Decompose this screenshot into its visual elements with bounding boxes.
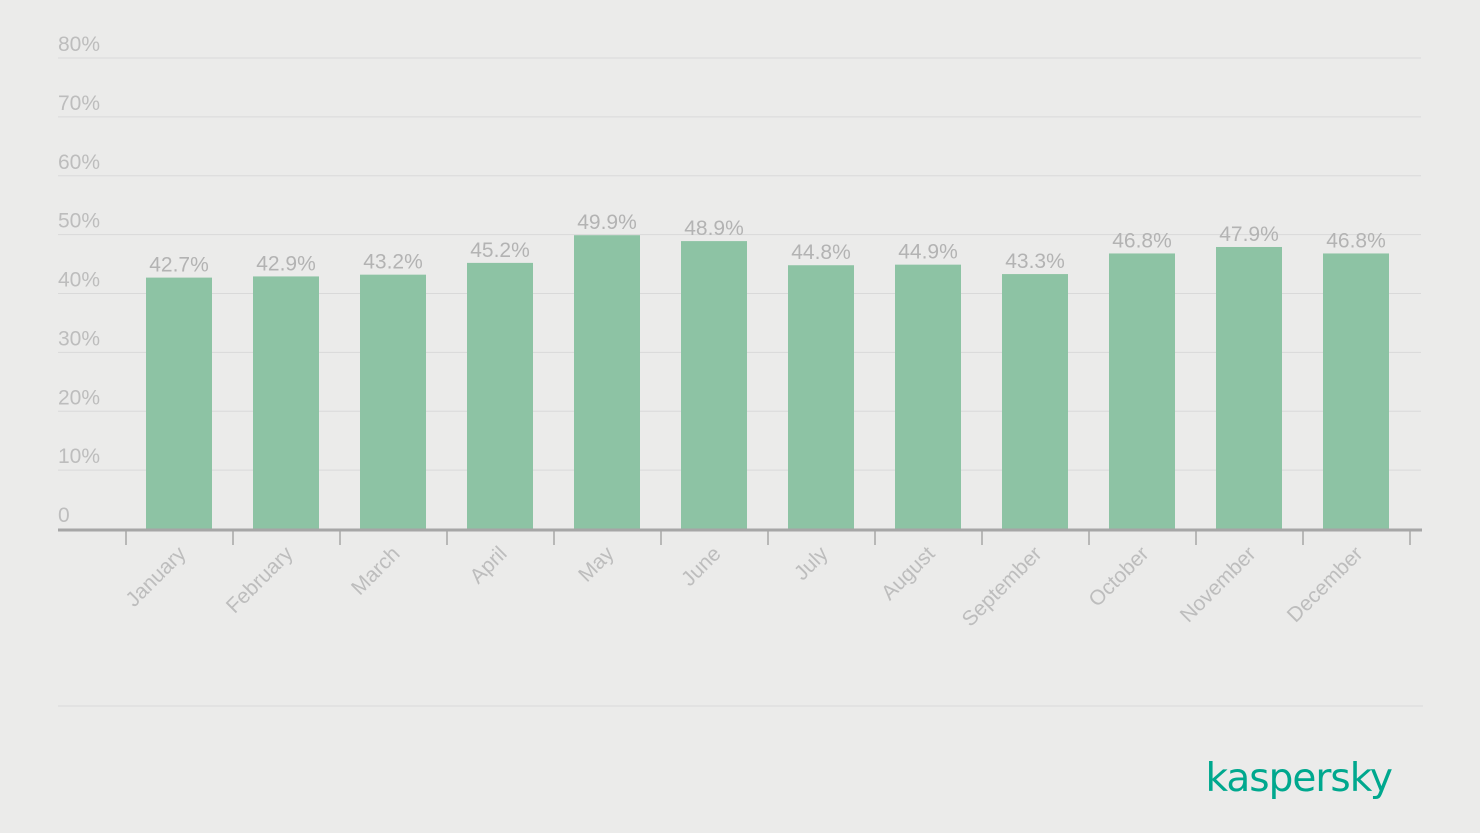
x-axis [58, 528, 1422, 545]
x-tick-label: July [790, 542, 833, 585]
value-label: 47.9% [1219, 223, 1279, 246]
x-axis-tick-labels: January February March April May June July Augu… [121, 542, 1367, 631]
bars [146, 235, 1389, 529]
kaspersky-logo: kaspersky [1205, 756, 1393, 801]
y-tick-label: 60% [58, 151, 100, 174]
x-tick-label: January [121, 542, 190, 611]
y-tick-label: 0 [58, 504, 70, 527]
value-label: 43.3% [1005, 250, 1065, 273]
bar-may [574, 235, 640, 529]
value-label: 46.8% [1326, 229, 1386, 252]
y-tick-label: 70% [58, 92, 100, 115]
bar-october [1109, 253, 1175, 529]
x-tick-label: October [1084, 542, 1153, 611]
x-tick-label: August [877, 542, 940, 605]
x-tick-label: May [574, 542, 619, 587]
x-tick-label: September [958, 542, 1047, 631]
x-tick-label: November [1176, 542, 1261, 627]
bar-april [467, 262, 533, 529]
x-tick-label: March [347, 542, 405, 600]
x-tick-label: December [1283, 542, 1368, 627]
value-label: 45.2% [470, 239, 530, 262]
bar-january [146, 277, 212, 529]
bar-june [681, 241, 747, 529]
bar-july [788, 265, 854, 529]
y-tick-label: 10% [58, 445, 100, 468]
x-tick-label: June [677, 542, 725, 590]
value-label: 42.7% [149, 254, 209, 277]
bar-september [1002, 274, 1068, 529]
bar-december [1323, 253, 1389, 529]
y-axis-tick-labels: 0 10% 20% 30% 40% 50% 60% 70% 80% [58, 33, 100, 527]
value-label: 49.9% [577, 211, 637, 234]
value-labels: 42.7% 42.9% 43.2% 45.2% 49.9% 48.9% 44.8% 44.9%… [149, 211, 1386, 276]
bar-march [360, 274, 426, 529]
y-tick-label: 30% [58, 327, 100, 350]
y-tick-label: 50% [58, 210, 100, 233]
value-label: 48.9% [684, 217, 744, 240]
x-tick-label: April [466, 542, 512, 588]
y-tick-label: 40% [58, 269, 100, 292]
value-label: 44.8% [791, 241, 851, 264]
bar-august [895, 264, 961, 529]
value-label: 43.2% [363, 251, 423, 274]
value-label: 44.9% [898, 241, 958, 264]
value-label: 46.8% [1112, 229, 1172, 252]
bar-november [1216, 246, 1282, 529]
y-tick-label: 20% [58, 386, 100, 409]
bar-february [253, 276, 319, 529]
value-label: 42.9% [256, 252, 316, 275]
y-tick-label: 80% [58, 33, 100, 56]
x-tick-label: February [222, 542, 298, 618]
